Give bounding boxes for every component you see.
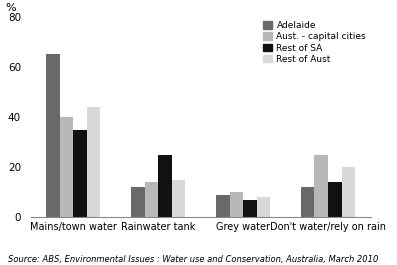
Bar (216, 195, 229, 217)
Bar (46, 54, 60, 217)
Bar (229, 192, 243, 217)
Legend: Adelaide, Aust. - capital cities, Rest of SA, Rest of Aust: Adelaide, Aust. - capital cities, Rest o… (263, 21, 366, 64)
Bar (314, 154, 328, 217)
Bar (301, 187, 314, 217)
Bar (328, 182, 341, 217)
Bar (158, 154, 172, 217)
Bar (73, 130, 87, 217)
Bar (87, 107, 100, 217)
Bar (341, 167, 355, 217)
Text: Source: ABS, Environmental Issues : Water use and Conservation, Australia, March: Source: ABS, Environmental Issues : Wate… (8, 255, 378, 264)
Y-axis label: %: % (5, 2, 15, 12)
Bar (172, 180, 185, 217)
Bar (243, 200, 257, 217)
Bar (60, 117, 73, 217)
Bar (145, 182, 158, 217)
Bar (131, 187, 145, 217)
Bar (257, 197, 270, 217)
